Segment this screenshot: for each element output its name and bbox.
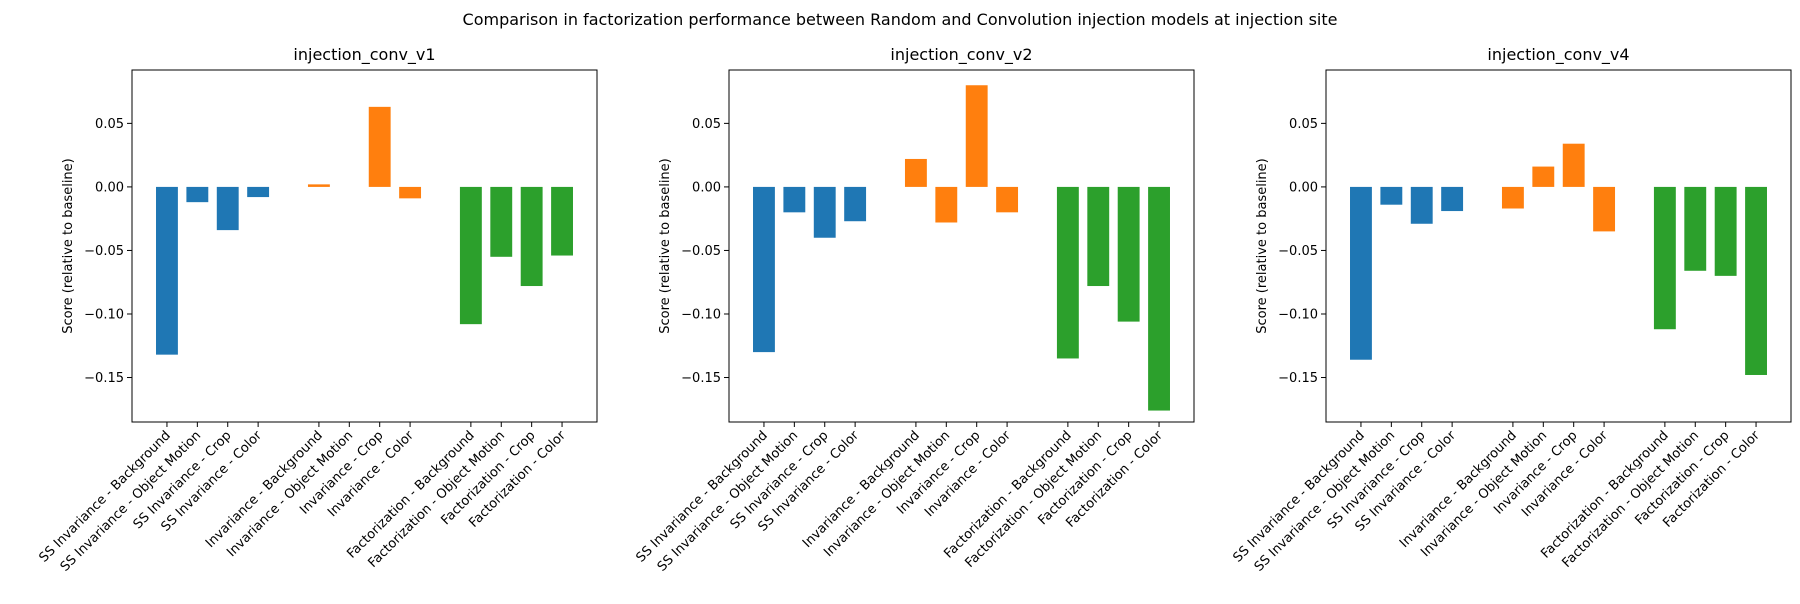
bar: [1117, 186, 1140, 322]
x-tick-label: SS Invariance - Background: [36, 428, 173, 565]
bar: [1745, 186, 1767, 375]
bar: [1684, 186, 1707, 271]
y-tick-label: −0.10: [1278, 307, 1318, 322]
bar: [399, 186, 422, 199]
y-tick-label: 0.05: [692, 117, 721, 132]
bar: [1501, 186, 1524, 209]
bar: [935, 186, 958, 223]
plot-frame: [1325, 69, 1792, 423]
chart-title: injection_conv_v1: [293, 45, 435, 65]
y-tick-label: −0.15: [681, 371, 721, 386]
bar: [551, 186, 573, 256]
bar: [307, 184, 330, 187]
bar: [1056, 186, 1079, 359]
bar: [368, 106, 391, 187]
bar: [490, 186, 513, 257]
y-tick-label: −0.10: [681, 307, 721, 322]
bar: [813, 186, 836, 238]
bar: [1441, 186, 1464, 212]
y-tick-label: 0.05: [1289, 117, 1318, 132]
bar: [965, 85, 988, 187]
chart-panel-2: injection_conv_v2 0.05 0.00 −0.05 −0.10 −0.15…: [633, 45, 1195, 575]
bar: [1653, 186, 1676, 330]
bar: [753, 186, 775, 353]
bar: [216, 186, 239, 231]
y-tick-label: 0.00: [692, 180, 721, 195]
y-tick-label: −0.05: [84, 244, 124, 259]
y-tick-label: −0.15: [1278, 371, 1318, 386]
bar: [520, 186, 543, 287]
bar: [1380, 186, 1403, 205]
bar: [996, 186, 1019, 213]
y-tick-label: −0.15: [84, 371, 124, 386]
bar: [1087, 186, 1110, 287]
bar: [186, 186, 209, 203]
bar: [1410, 186, 1433, 224]
bar: [156, 186, 178, 355]
x-tick-label: SS Invariance - Background: [633, 428, 770, 565]
y-tick-label: 0.05: [95, 117, 124, 132]
bar: [783, 186, 806, 213]
y-axis-label: Score (relative to baseline): [1255, 158, 1270, 334]
bar: [1593, 186, 1616, 232]
bar: [844, 186, 867, 222]
chart-panel-1: injection_conv_v1 0.05 0.00 −0.05 −0.10 −0.15…: [36, 45, 598, 575]
y-tick-label: −0.10: [84, 307, 124, 322]
bar: [1532, 166, 1555, 187]
figure-suptitle: Comparison in factorization performance …: [463, 10, 1338, 29]
chart-title: injection_conv_v4: [1487, 45, 1629, 65]
x-tick-label: SS Invariance - Background: [1230, 428, 1367, 565]
plot-frame: [131, 69, 598, 423]
bar: [1350, 186, 1372, 360]
bar: [1562, 143, 1585, 187]
y-axis-label: Score (relative to baseline): [61, 158, 76, 334]
y-axis-label: Score (relative to baseline): [658, 158, 673, 334]
chart-panel-3: injection_conv_v4 0.05 0.00 −0.05 −0.10 −0.15…: [1230, 45, 1792, 575]
bar: [1714, 186, 1737, 276]
bar: [247, 186, 270, 198]
chart-title: injection_conv_v2: [890, 45, 1032, 65]
plot-frame: [728, 69, 1195, 423]
y-tick-label: −0.05: [681, 244, 721, 259]
y-tick-label: 0.00: [95, 180, 124, 195]
bar: [904, 158, 927, 187]
bar: [1148, 186, 1170, 411]
y-tick-label: −0.05: [1278, 244, 1318, 259]
y-tick-label: 0.00: [1289, 180, 1318, 195]
bar: [459, 186, 482, 325]
